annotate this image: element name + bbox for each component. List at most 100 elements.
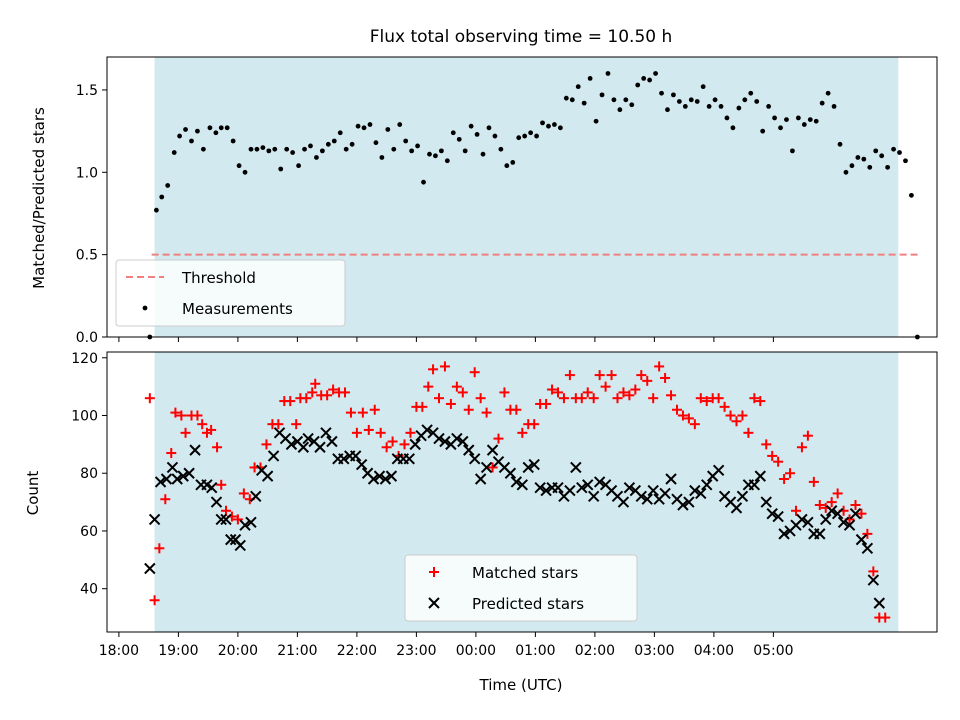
measurement-point xyxy=(724,115,730,121)
measurement-point xyxy=(367,122,373,127)
measurement-point xyxy=(653,71,658,76)
matched-star-marker xyxy=(588,393,599,404)
predicted-star-marker xyxy=(683,496,695,508)
predicted-star-marker xyxy=(576,481,588,494)
matched-star-marker xyxy=(749,393,760,404)
measurement-point xyxy=(272,146,278,152)
measurement-point xyxy=(385,127,391,132)
matched-star-marker xyxy=(216,479,227,490)
measurement-point xyxy=(879,153,885,159)
matched-star-marker xyxy=(463,404,474,415)
predicted-star-marker xyxy=(385,470,398,482)
matched-star-marker xyxy=(850,499,861,510)
measurement-point xyxy=(468,123,474,129)
x-tick-label: 23:00 xyxy=(396,643,436,659)
measurement-point xyxy=(421,179,426,185)
measurement-point xyxy=(516,135,522,141)
matched-star-marker xyxy=(832,488,843,499)
matched-star-marker xyxy=(737,410,748,421)
measurement-point xyxy=(659,90,664,96)
measurement-point xyxy=(438,148,444,154)
matched-star-marker xyxy=(375,427,386,438)
predicted-star-marker xyxy=(451,432,463,445)
measurement-point xyxy=(474,132,480,137)
predicted-star-marker xyxy=(522,461,534,474)
measurement-point xyxy=(290,150,296,155)
predicted-star-marker xyxy=(736,490,749,503)
matched-star-marker xyxy=(677,410,688,421)
measurement-point xyxy=(641,76,647,81)
measurement-point xyxy=(153,207,159,213)
measurement-point xyxy=(296,163,301,169)
measurement-point xyxy=(688,97,694,103)
measurement-point xyxy=(242,169,248,175)
measurement-point xyxy=(831,104,837,109)
measurement-point xyxy=(189,138,194,144)
ratio-axes-frame xyxy=(106,56,938,338)
measurement-point xyxy=(207,125,213,131)
measurement-point xyxy=(778,125,783,131)
predicted-star-marker xyxy=(367,473,380,485)
predicted-star-marker xyxy=(373,470,386,482)
matched-star-marker xyxy=(469,367,480,378)
predicted-star-marker xyxy=(814,528,826,540)
measurement-point xyxy=(599,92,605,98)
matched-star-marker xyxy=(166,448,177,459)
matched-star-marker xyxy=(417,401,428,412)
measurement-point xyxy=(629,102,635,108)
x-tick-label: 02:00 xyxy=(575,643,615,659)
measurement-point xyxy=(784,117,789,122)
matched-star-marker xyxy=(149,595,160,606)
matched-star-marker xyxy=(291,419,302,430)
count-points xyxy=(144,361,891,623)
predicted-star-marker xyxy=(504,467,517,479)
predicted-star-marker xyxy=(540,484,552,497)
predicted-star-marker xyxy=(802,516,814,529)
predicted-star-marker xyxy=(516,479,529,491)
measurement-point xyxy=(373,140,379,146)
measurement-point xyxy=(319,148,325,154)
measurement-point xyxy=(349,141,355,147)
matched-star-marker xyxy=(369,404,380,415)
measurement-point xyxy=(409,148,415,154)
measurement-point xyxy=(486,125,492,131)
matched-star-marker xyxy=(475,393,486,404)
predicted-star-marker xyxy=(689,484,701,497)
measurement-point xyxy=(337,130,343,136)
measurement-point xyxy=(522,133,528,139)
x-tick-label: 05:00 xyxy=(753,643,793,659)
measurement-point xyxy=(581,100,587,106)
matched-star-marker xyxy=(761,439,772,450)
predicted-star-marker xyxy=(837,516,850,529)
legend-matched-label: Matched stars xyxy=(472,564,578,582)
matched-star-marker xyxy=(451,381,462,392)
matched-star-marker xyxy=(405,427,416,438)
predicted-star-marker xyxy=(177,470,189,482)
predicted-star-marker xyxy=(261,470,274,482)
predicted-star-marker xyxy=(144,562,156,575)
measurement-point xyxy=(331,138,337,144)
predicted-star-marker xyxy=(510,476,523,488)
matched-star-marker xyxy=(594,370,605,381)
predicted-star-marker xyxy=(171,473,183,485)
measurement-point xyxy=(462,148,468,154)
matched-star-marker xyxy=(802,430,813,441)
measurement-point xyxy=(224,125,230,131)
x-tick-label: 03:00 xyxy=(634,643,674,659)
measurement-point xyxy=(361,125,367,131)
measurement-point xyxy=(480,151,486,157)
ratio-legend: Threshold Measurements xyxy=(115,259,346,327)
legend-measurements-swatch xyxy=(142,305,148,311)
measurement-point xyxy=(813,118,819,124)
measurement-point xyxy=(807,117,813,122)
predicted-star-marker xyxy=(861,542,874,554)
predicted-star-marker xyxy=(623,481,636,494)
y-tick-label: 40 xyxy=(80,582,98,598)
legend-predicted-swatch xyxy=(428,597,440,609)
predicted-star-marker xyxy=(474,473,487,485)
x-tick-label: 00:00 xyxy=(456,643,496,659)
x-tick-label: 04:00 xyxy=(694,643,734,659)
predicted-star-marker xyxy=(486,444,499,456)
measurement-point xyxy=(415,143,420,149)
matched-star-marker xyxy=(755,396,766,407)
